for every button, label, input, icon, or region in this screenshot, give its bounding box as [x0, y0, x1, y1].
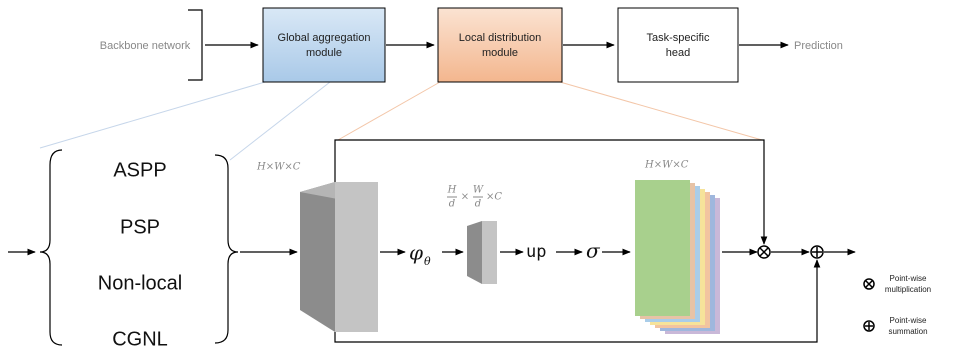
operator-subscript: θ	[424, 255, 431, 268]
method: CGNL	[112, 328, 168, 350]
cube-front	[482, 221, 497, 284]
method: Non-local	[98, 272, 182, 294]
node-label: Prediction	[794, 40, 843, 52]
zoom-lines	[40, 82, 762, 160]
node-label: Local distribution	[459, 32, 542, 44]
module: H×W×C φ θ H d × W d ×C up σ H×W×C	[256, 140, 855, 342]
dims-label: W	[473, 185, 484, 196]
cube-front	[335, 182, 378, 332]
node-label: Backbone network	[100, 40, 191, 52]
feature-stack	[635, 180, 720, 334]
pipeline: Backbone network Global aggregation modu…	[100, 8, 843, 82]
dims-label: d	[475, 199, 481, 210]
multiply-node	[758, 246, 770, 258]
dims-label: H×W×C	[644, 160, 689, 171]
brace	[215, 155, 238, 343]
node-box	[438, 8, 562, 82]
legend-label: summation	[888, 327, 927, 336]
cube-side	[467, 221, 482, 284]
dims-label: ×	[461, 192, 469, 203]
dims-label: H	[447, 185, 457, 196]
activation: σ	[586, 239, 601, 263]
node-box	[263, 8, 385, 82]
legend: Point-wise multiplication Point-wise sum…	[864, 274, 931, 336]
dims-label: H×W×C	[256, 162, 301, 173]
node-label: head	[666, 47, 690, 59]
up-op: up	[526, 242, 546, 262]
node-label: Global aggregation	[278, 32, 371, 44]
diagram: Backbone network Global aggregation modu…	[0, 0, 955, 351]
dims-label: ×C	[486, 192, 502, 203]
cube-side	[300, 182, 335, 332]
skip-connection	[335, 260, 817, 342]
sum-node	[811, 246, 823, 258]
dims-label: d	[449, 199, 455, 210]
method: ASPP	[113, 159, 166, 181]
node-box	[618, 8, 738, 82]
node-label: module	[306, 47, 342, 59]
legend-label: Point-wise	[890, 274, 927, 283]
legend-label: Point-wise	[890, 316, 927, 325]
node-label: module	[482, 47, 518, 59]
method: PSP	[120, 216, 160, 238]
node-label: Task-specific	[647, 32, 710, 44]
operator: φ	[409, 241, 423, 265]
methods: ASPP PSP Non-local CGNL	[8, 150, 297, 350]
brace	[40, 150, 62, 345]
legend-label: multiplication	[885, 285, 931, 294]
